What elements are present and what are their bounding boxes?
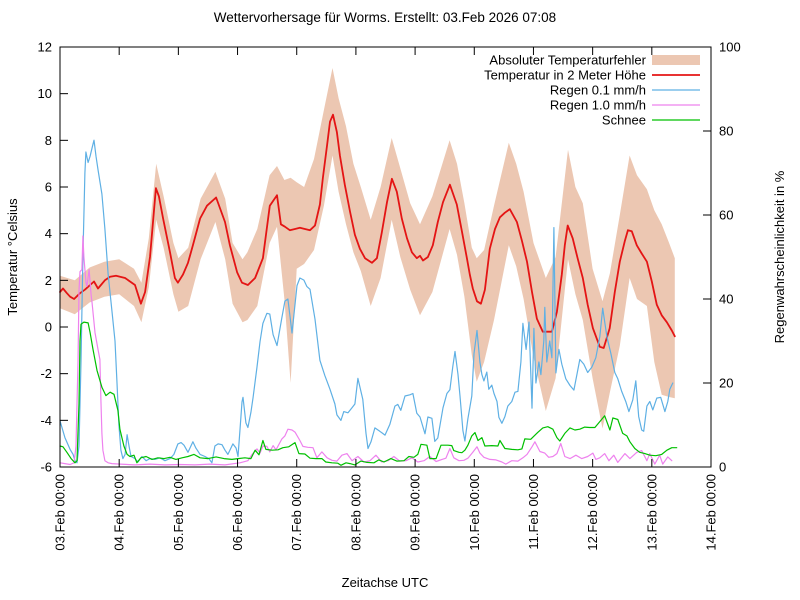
- series-line-temperatur-in-2-meter-h-he: [59, 113, 676, 349]
- x-tick-label: 08.Feb 00:00: [348, 474, 363, 551]
- x-tick-label: 03.Feb 00:00: [53, 474, 68, 551]
- temperature-error-band: [60, 68, 675, 429]
- error-band-area: [60, 68, 675, 429]
- series-line-schnee: [59, 321, 678, 466]
- x-tick-label: 13.Feb 00:00: [644, 474, 659, 551]
- y-right-tick-label: 80: [719, 124, 733, 139]
- legend-label: Regen 1.0 mm/h: [550, 98, 646, 113]
- y-left-tick-label: 10: [38, 86, 52, 101]
- x-tick-label: 04.Feb 00:00: [112, 474, 127, 551]
- x-tick-label: 12.Feb 00:00: [585, 474, 600, 551]
- y-left-axis-label: Temperatur °Celsius: [5, 198, 20, 316]
- series-line-regen-1-0-mm-h: [59, 235, 673, 466]
- y-left-tick-label: 2: [45, 273, 52, 288]
- x-axis-tick-labels: 03.Feb 00:00 04.Feb 00:00 05.Feb 00:00 06.F…: [53, 474, 719, 551]
- series-lines: [59, 113, 678, 466]
- legend-label: Temperatur in 2 Meter Höhe: [484, 68, 646, 83]
- y-left-tick-label: 6: [45, 180, 52, 195]
- x-tick-label: 05.Feb 00:00: [171, 474, 186, 551]
- x-tick-label: 06.Feb 00:00: [230, 474, 245, 551]
- y-right-tick-label: 0: [719, 460, 726, 475]
- y-left-tick-label: -2: [40, 366, 52, 381]
- y-left-tick-label: 4: [45, 226, 52, 241]
- plot-frame: [59, 46, 712, 468]
- legend-label: Regen 0.1 mm/h: [550, 83, 646, 98]
- x-tick-label: 10.Feb 00:00: [467, 474, 482, 551]
- legend-label: Absoluter Temperaturfehler: [489, 53, 646, 68]
- y-right-tick-label: 40: [719, 292, 733, 307]
- y-left-tick-label: 0: [45, 320, 52, 335]
- x-tick-label: 09.Feb 00:00: [408, 474, 423, 551]
- legend-band-swatch: [652, 55, 700, 65]
- y-left-tick-label: 12: [38, 40, 52, 55]
- x-tick-label: 14.Feb 00:00: [704, 474, 719, 551]
- y-right-tick-label: 100: [719, 40, 741, 55]
- y-right-tick-label: 20: [719, 376, 733, 391]
- x-axis-label: Zeitachse UTC: [342, 575, 429, 590]
- y-right-tick-label: 60: [719, 208, 733, 223]
- y-left-tick-label: 8: [45, 133, 52, 148]
- y-left-tick-label: -6: [40, 460, 52, 475]
- x-tick-label: 07.Feb 00:00: [289, 474, 304, 551]
- y-right-tick-labels: 0 20 40 60 80 100: [719, 40, 741, 475]
- x-tick-label: 11.Feb 00:00: [526, 474, 541, 550]
- y-left-tick-labels: -6 -4 -2 0 2 4 6 8 10 12: [38, 40, 52, 475]
- chart-title: Wettervorhersage für Worms. Erstellt: 03…: [214, 10, 556, 25]
- legend-label: Schnee: [602, 113, 646, 128]
- y-right-axis-label: Regenwahrscheinlichkeit in %: [772, 170, 787, 343]
- y-left-tick-label: -4: [40, 413, 52, 428]
